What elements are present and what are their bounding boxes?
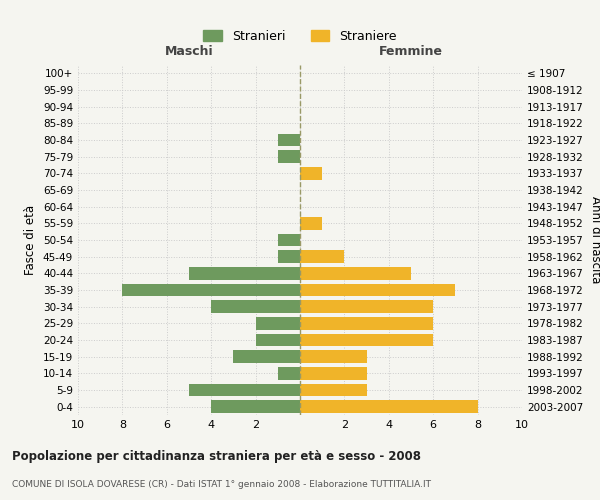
Bar (300, 350, 367, 363)
Bar (300, 400, 478, 413)
Bar (300, 217, 322, 230)
Text: Maschi: Maschi (164, 46, 214, 59)
Bar (278, 150, 300, 163)
Bar (278, 234, 300, 246)
Bar (278, 250, 300, 263)
Text: COMUNE DI ISOLA DOVARESE (CR) - Dati ISTAT 1° gennaio 2008 - Elaborazione TUTTIT: COMUNE DI ISOLA DOVARESE (CR) - Dati IST… (12, 480, 431, 489)
Bar (189, 384, 300, 396)
Bar (256, 334, 300, 346)
Bar (300, 384, 367, 396)
Bar (300, 267, 411, 280)
Legend: Stranieri, Straniere: Stranieri, Straniere (199, 26, 401, 46)
Text: Femmine: Femmine (379, 46, 443, 59)
Bar (122, 284, 300, 296)
Bar (278, 367, 300, 380)
Bar (189, 267, 300, 280)
Bar (300, 284, 455, 296)
Bar (211, 400, 300, 413)
Bar (211, 300, 300, 313)
Bar (300, 317, 433, 330)
Bar (256, 317, 300, 330)
Bar (278, 134, 300, 146)
Bar (300, 300, 433, 313)
Bar (300, 167, 322, 179)
Bar (300, 250, 344, 263)
Y-axis label: Anni di nascita: Anni di nascita (589, 196, 600, 284)
Y-axis label: Fasce di età: Fasce di età (25, 205, 37, 275)
Bar (233, 350, 300, 363)
Bar (300, 334, 433, 346)
Bar (300, 367, 367, 380)
Text: Popolazione per cittadinanza straniera per età e sesso - 2008: Popolazione per cittadinanza straniera p… (12, 450, 421, 463)
